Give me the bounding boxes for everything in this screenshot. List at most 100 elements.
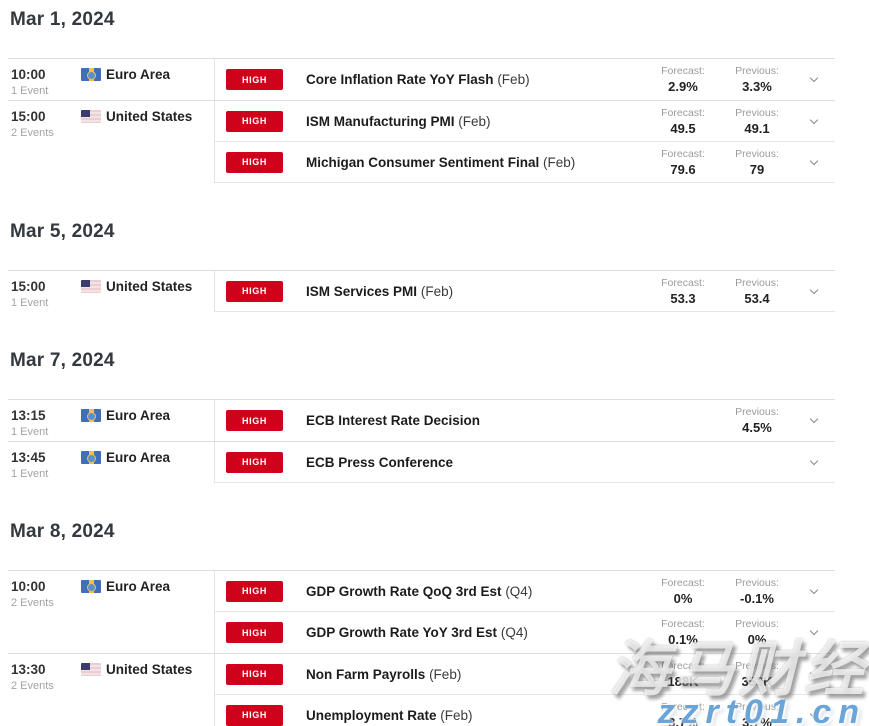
expand-control[interactable] — [793, 73, 835, 83]
chevron-down-icon[interactable] — [809, 456, 819, 465]
chevron-down-icon[interactable] — [809, 709, 819, 718]
previous-label: Previous: — [735, 65, 779, 77]
previous-value: 79 — [749, 161, 765, 177]
events-table: 13:15 1 Event Euro Area HIGH ECB Interest Ra… — [8, 399, 835, 483]
event-list: HIGH ECB Press Conference — [215, 442, 835, 483]
forecast-label: Forecast: — [661, 576, 705, 589]
previous-label: Previous: — [735, 618, 779, 630]
country-name: Euro Area — [106, 579, 171, 594]
chevron-down-icon[interactable] — [809, 585, 819, 594]
event-row[interactable]: HIGH ISM Manufacturing PMI (Feb) Forecast:… — [215, 101, 835, 142]
event-title: ISM Manufacturing PMI (Feb) — [306, 113, 491, 129]
forecast-label: Forecast: — [661, 700, 705, 713]
previous-label: Previous: — [735, 147, 779, 160]
chevron-down-icon[interactable] — [809, 73, 819, 83]
chevron-down-icon[interactable] — [809, 414, 819, 424]
event-time: 15:00 — [11, 279, 46, 294]
calendar-date-section: Mar 8, 2024 10:00 2 Events Euro Area HIGH GDP… — [0, 521, 869, 726]
event-row[interactable]: HIGH ISM Services PMI (Feb) Forecast: 53.3 P… — [215, 271, 835, 312]
event-count: 1 Event — [11, 297, 49, 309]
time-group: 15:00 1 Event United States HIGH ISM Service… — [8, 271, 835, 312]
time-country-cell: 15:00 1 Event United States — [8, 271, 215, 312]
time-wrap: 10:00 2 Events — [11, 578, 81, 609]
previous-label: Previous: — [735, 659, 779, 672]
chevron-down-icon[interactable] — [809, 626, 819, 636]
expand-control[interactable] — [793, 709, 835, 718]
expand-control[interactable] — [793, 156, 835, 165]
event-title: Core Inflation Rate YoY Flash (Feb) — [306, 72, 530, 87]
expand-control[interactable] — [793, 115, 835, 124]
importance-badge: HIGH — [226, 280, 283, 302]
events-table: 15:00 1 Event United States HIGH ISM Service… — [8, 270, 835, 312]
time-country-cell: 13:15 1 Event Euro Area — [8, 400, 215, 441]
event-time: 10:00 — [11, 579, 46, 594]
event-count: 2 Events — [11, 597, 54, 609]
event-row[interactable]: HIGH GDP Growth Rate QoQ 3rd Est (Q4) Fore… — [215, 571, 835, 612]
chevron-down-icon[interactable] — [809, 156, 819, 165]
event-title: ECB Press Conference — [306, 454, 454, 470]
expand-control[interactable] — [793, 414, 835, 424]
time-group: 10:00 1 Event Euro Area HIGH Core Inflation … — [8, 59, 835, 101]
event-title: Michigan Consumer Sentiment Final (Feb) — [306, 154, 576, 170]
event-title: Non Farm Payrolls (Feb) — [306, 666, 462, 682]
forecast-value: 3.7% — [668, 714, 698, 726]
event-row[interactable]: HIGH ECB Press Conference — [215, 442, 835, 483]
time-country-cell: 13:30 2 Events United States — [8, 654, 215, 726]
previous-value: 0% — [747, 632, 767, 647]
event-count: 1 Event — [11, 468, 49, 480]
chevron-down-icon[interactable] — [809, 115, 819, 124]
importance-badge: HIGH — [226, 410, 283, 431]
forecast-value: 49.5 — [670, 120, 696, 136]
expand-control[interactable] — [793, 585, 835, 594]
event-period: (Feb) — [420, 283, 454, 299]
calendar-date-section: Mar 5, 2024 15:00 1 Event United States HIGH… — [0, 221, 869, 312]
event-period: (Feb) — [458, 113, 491, 129]
previous-value: 3.3% — [742, 79, 772, 94]
event-title: GDP Growth Rate YoY 3rd Est (Q4) — [306, 625, 528, 640]
time-country-cell: 13:45 1 Event Euro Area — [8, 442, 215, 483]
forecast-label: Forecast: — [661, 276, 705, 289]
forecast-value: 53.3 — [670, 290, 696, 306]
event-period: (Q4) — [505, 583, 533, 599]
forecast-label: Forecast: — [661, 65, 705, 77]
expand-control[interactable] — [793, 668, 835, 677]
event-row[interactable]: HIGH GDP Growth Rate YoY 3rd Est (Q4) Fore… — [215, 612, 835, 653]
chevron-down-icon[interactable] — [809, 285, 819, 294]
forecast-metric: Forecast: 188K — [645, 660, 721, 689]
forecast-label: Forecast: — [661, 106, 705, 119]
previous-metric: Previous: -0.1% — [721, 577, 793, 606]
event-title: Unemployment Rate (Feb) — [306, 707, 473, 723]
us-flag-icon — [81, 280, 101, 293]
event-row[interactable]: HIGH ECB Interest Rate Decision Previous: 4… — [215, 400, 835, 441]
expand-control[interactable] — [793, 456, 835, 465]
event-period: (Feb) — [497, 72, 530, 87]
previous-value: 49.1 — [744, 120, 770, 136]
chevron-down-icon[interactable] — [809, 668, 819, 677]
event-row[interactable]: HIGH Michigan Consumer Sentiment Final (F… — [215, 142, 835, 183]
time-country-cell: 10:00 2 Events Euro Area — [8, 571, 215, 653]
event-row[interactable]: HIGH Unemployment Rate (Feb) Forecast: 3.7%… — [215, 695, 835, 726]
event-list: HIGH Core Inflation Rate YoY Flash (Feb) F… — [215, 59, 835, 100]
time-group: 10:00 2 Events Euro Area HIGH GDP Growth Rat… — [8, 571, 835, 654]
time-country-cell: 10:00 1 Event Euro Area — [8, 59, 215, 100]
time-group: 15:00 2 Events United States HIGH ISM Manufa… — [8, 101, 835, 183]
expand-control[interactable] — [793, 626, 835, 636]
time-group: 13:30 2 Events United States HIGH Non Farm P… — [8, 654, 835, 726]
previous-label: Previous: — [735, 276, 779, 289]
event-row[interactable]: HIGH Core Inflation Rate YoY Flash (Feb) F… — [215, 59, 835, 100]
expand-control[interactable] — [793, 285, 835, 294]
event-row[interactable]: HIGH Non Farm Payrolls (Feb) Forecast: 188K… — [215, 654, 835, 695]
event-count: 1 Event — [11, 426, 49, 438]
importance-badge: HIGH — [226, 663, 283, 685]
importance-badge: HIGH — [226, 69, 283, 90]
country-name: Euro Area — [106, 67, 171, 82]
event-period: (Feb) — [440, 707, 473, 723]
eu-flag-icon — [81, 409, 101, 422]
events-table: 10:00 1 Event Euro Area HIGH Core Inflation … — [8, 58, 835, 183]
time-wrap: 10:00 1 Event — [11, 66, 81, 97]
country-name: Euro Area — [106, 450, 171, 465]
forecast-value: 0.1% — [668, 632, 698, 647]
event-title: ECB Interest Rate Decision — [306, 413, 481, 428]
event-list: HIGH ISM Manufacturing PMI (Feb) Forecast:… — [215, 101, 835, 183]
event-list: HIGH ECB Interest Rate Decision Previous: 4… — [215, 400, 835, 441]
